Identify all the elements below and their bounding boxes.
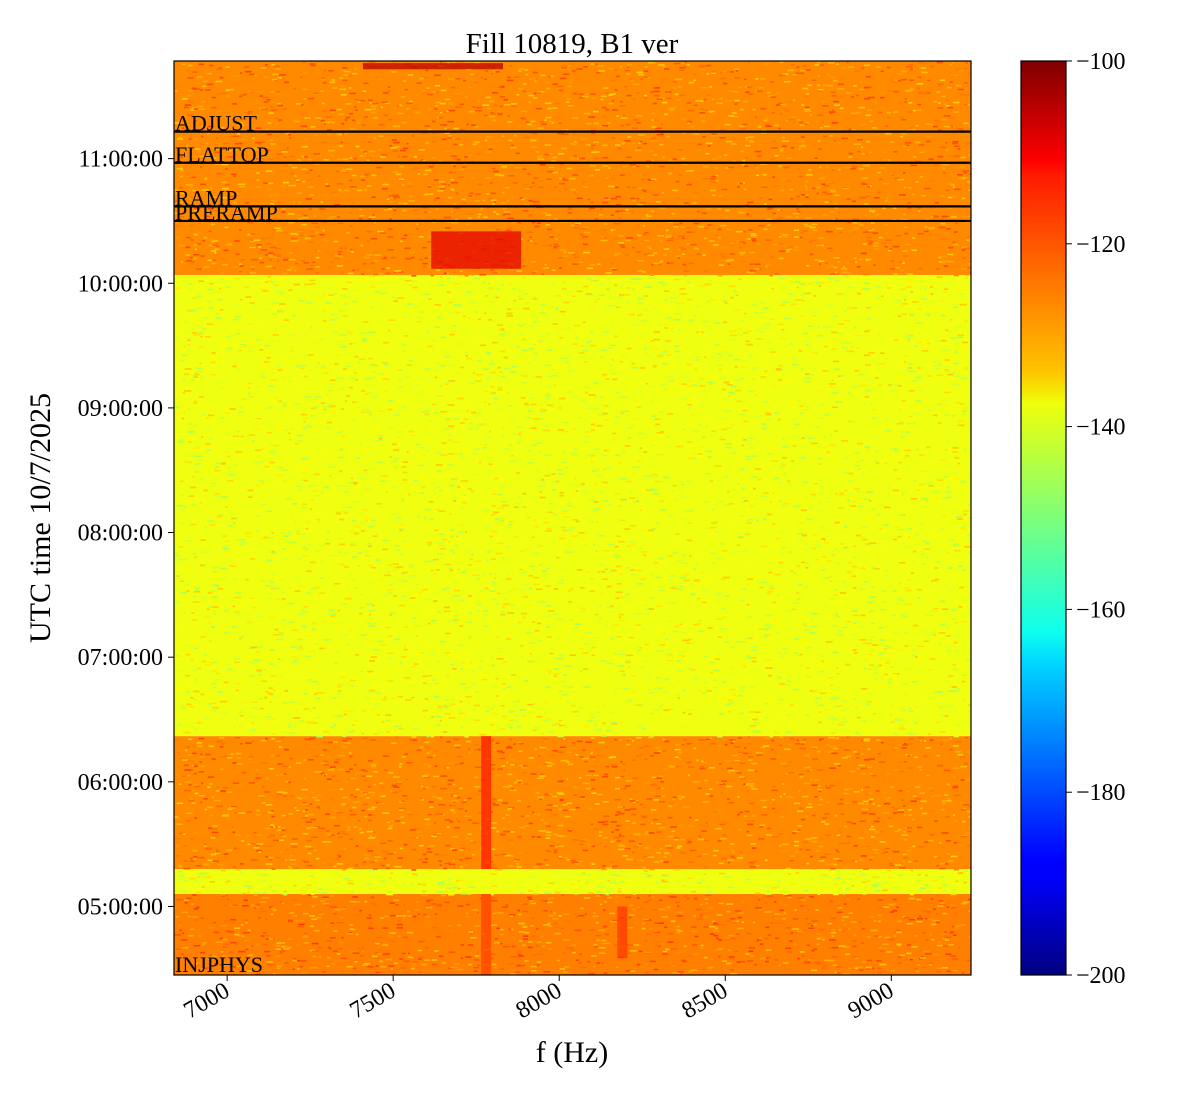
x-axis-label: f (Hz) [536, 1036, 608, 1069]
x-tick-label: 7500 [346, 978, 401, 1025]
time-band-0 [174, 893, 971, 975]
x-tick-label: 7000 [180, 978, 235, 1025]
state-label-preramp: PRERAMP [175, 200, 278, 225]
spectral-feature-3 [431, 231, 522, 269]
colorbar-tick-label: −180 [1076, 780, 1126, 806]
spectral-feature-0 [481, 736, 492, 870]
x-tick-label: 8000 [512, 978, 567, 1025]
y-tick-label: 05:00:00 [78, 894, 163, 920]
state-label-flattop: FLATTOP [175, 142, 269, 167]
colorbar: −100 −120 −140 −160 −180 −200 [1020, 49, 1126, 989]
y-tick-label: 10:00:00 [78, 271, 163, 297]
colorbar-tick-label: −140 [1076, 415, 1126, 441]
spectral-feature-4 [363, 63, 504, 70]
colorbar-tick-label: −200 [1076, 963, 1126, 989]
colorbar-gradient [1020, 60, 1067, 976]
y-axis: 05:00:00 06:00:00 07:00:00 08:00:00 09:00:00… [78, 147, 174, 920]
colorbar-tick-label: −100 [1076, 49, 1126, 75]
y-tick-label: 07:00:00 [78, 645, 163, 671]
colorbar-ticks: −100 −120 −140 −160 −180 −200 [1066, 49, 1126, 989]
y-axis-label: UTC time 10/7/2025 [24, 393, 57, 643]
spectral-feature-2 [617, 906, 628, 959]
state-label-ramp: RAMP [175, 185, 237, 210]
time-band-4 [174, 61, 971, 275]
y-tick-label: 08:00:00 [78, 521, 163, 547]
plot-frame [173, 60, 972, 976]
state-label-injphys: INJPHYS [175, 952, 263, 977]
x-tick-label: 8500 [678, 978, 733, 1025]
time-band-1 [174, 869, 971, 894]
spectral-feature-1 [481, 893, 492, 975]
noise-texture [174, 61, 971, 975]
y-tick-label: 09:00:00 [78, 396, 163, 422]
colorbar-tick-label: −120 [1076, 232, 1126, 258]
chart-title: Fill 10819, B1 ver [466, 28, 679, 60]
x-axis: 7000 7500 8000 8500 9000 [180, 975, 899, 1025]
state-label-adjust: ADJUST [175, 111, 257, 136]
time-band-3 [174, 274, 971, 737]
colorbar-tick-label: −160 [1076, 597, 1126, 623]
x-tick-label: 9000 [844, 978, 899, 1025]
y-tick-label: 11:00:00 [79, 147, 163, 173]
heatmap-image [174, 61, 971, 975]
y-tick-label: 06:00:00 [78, 770, 163, 796]
